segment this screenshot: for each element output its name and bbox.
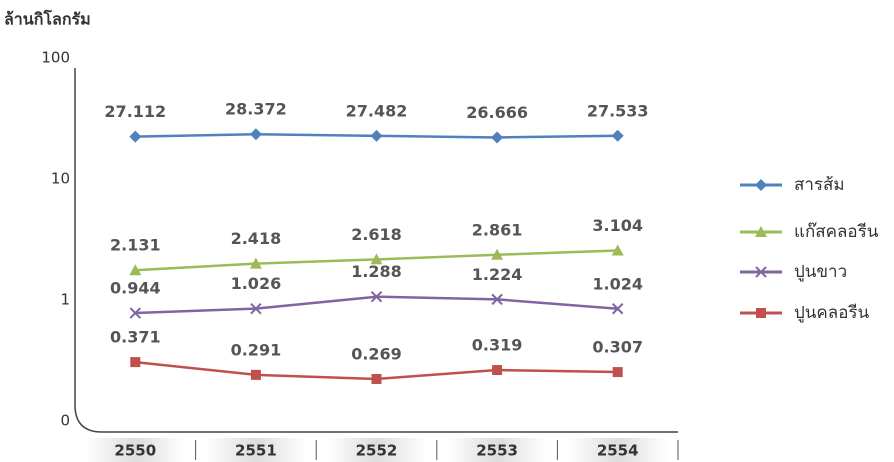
y-tick-label: 0 xyxy=(60,412,70,430)
marker xyxy=(370,129,383,142)
legend-marker xyxy=(755,266,767,278)
data-label: 0.319 xyxy=(472,336,523,355)
y-tick-label: 1 xyxy=(60,291,70,309)
marker xyxy=(250,302,262,315)
data-label: 27.482 xyxy=(346,101,408,120)
legend-marker xyxy=(755,226,767,237)
marker xyxy=(492,365,503,376)
x-label-box xyxy=(85,438,186,462)
marker xyxy=(129,130,142,143)
marker xyxy=(250,369,261,380)
marker xyxy=(611,129,624,142)
data-label: 1.024 xyxy=(592,274,643,293)
data-label: 2.131 xyxy=(110,236,161,255)
x-tick-label: 2553 xyxy=(476,442,518,460)
legend-label: ปูนขาว xyxy=(794,262,847,282)
marker xyxy=(129,264,142,276)
data-label: 1.288 xyxy=(351,262,402,281)
x-label-box xyxy=(205,438,306,462)
x-tick-label: 2552 xyxy=(356,442,398,460)
marker xyxy=(611,303,624,315)
data-label: 1.224 xyxy=(472,265,523,284)
marker xyxy=(491,131,504,144)
legend-marker xyxy=(756,308,766,318)
data-label: 2.861 xyxy=(472,220,523,239)
marker xyxy=(130,357,141,368)
data-label: 28.372 xyxy=(225,100,287,119)
x-label-box xyxy=(326,438,427,462)
data-label: 2.418 xyxy=(231,229,282,248)
legend-marker xyxy=(755,179,767,191)
marker xyxy=(612,367,623,378)
marker xyxy=(249,128,262,141)
legend-label: สารส้ม xyxy=(794,175,845,195)
data-label: 27.112 xyxy=(104,102,166,121)
x-label-box xyxy=(447,438,548,462)
chart-title: ล้านกิโลกรัม xyxy=(4,9,91,29)
legend-label: แก๊สคลอรีน xyxy=(794,222,879,242)
data-label: 26.666 xyxy=(466,103,528,122)
marker xyxy=(491,248,504,260)
marker xyxy=(129,307,142,319)
x-tick-label: 2550 xyxy=(114,442,156,460)
data-label: 0.291 xyxy=(231,340,282,359)
marker xyxy=(371,373,382,384)
x-tick-label: 2554 xyxy=(597,442,639,460)
data-label: 0.371 xyxy=(110,328,161,347)
data-label: 27.533 xyxy=(587,101,649,120)
axis-line xyxy=(74,68,678,433)
x-label-box xyxy=(567,438,668,462)
marker xyxy=(491,293,503,306)
data-label: 0.269 xyxy=(351,344,402,363)
y-tick-label: 10 xyxy=(51,170,70,188)
marker xyxy=(370,253,383,265)
data-label: 1.026 xyxy=(231,274,282,293)
x-tick-label: 2551 xyxy=(235,442,277,460)
marker xyxy=(611,244,624,256)
data-label: 0.944 xyxy=(110,279,161,298)
data-label: 2.618 xyxy=(351,225,402,244)
data-label: 0.307 xyxy=(592,338,643,357)
marker xyxy=(370,290,383,303)
marker xyxy=(249,257,262,269)
y-tick-label: 100 xyxy=(41,49,70,67)
data-label: 3.104 xyxy=(592,216,643,235)
legend-label: ปูนคลอรีน xyxy=(794,303,870,323)
